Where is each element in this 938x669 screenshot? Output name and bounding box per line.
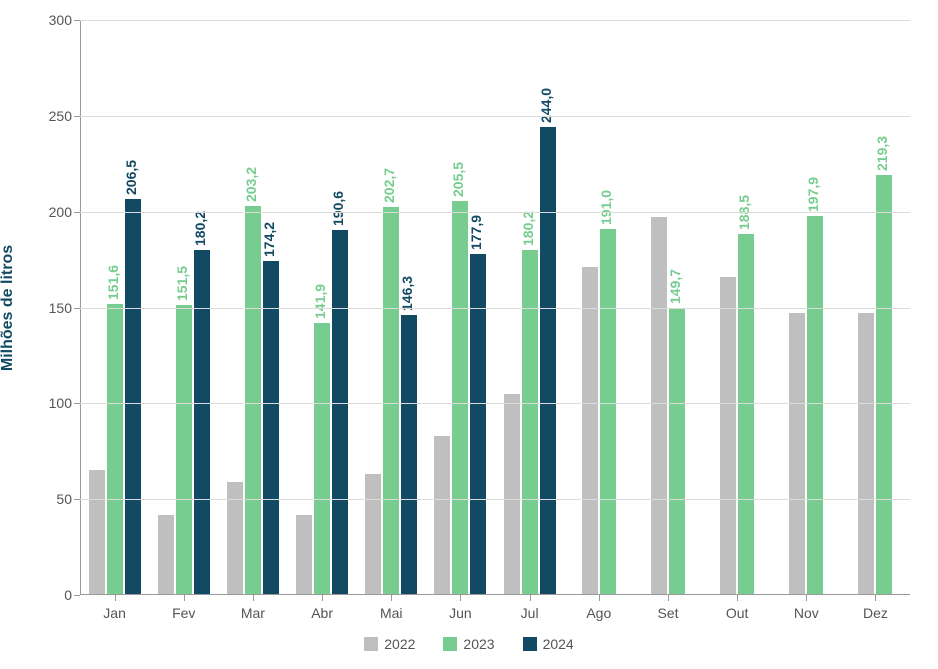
chart-container: Milhões de litros 151,6206,5Jan151,5180,…: [0, 0, 938, 669]
bar-value-label: 141,9: [312, 284, 328, 319]
legend-label: 2024: [543, 636, 574, 652]
x-tick-label: Jul: [521, 595, 539, 621]
bar: 219,3: [876, 175, 892, 595]
x-tick-label: Mai: [380, 595, 403, 621]
bar: [89, 470, 105, 595]
y-tick-label: 0: [64, 587, 80, 603]
x-tick-label: Ago: [586, 595, 611, 621]
x-tick-label: Out: [726, 595, 749, 621]
legend: 2022 2023 2024: [0, 636, 938, 652]
bar: [651, 217, 667, 595]
bar: 180,2: [522, 250, 538, 595]
x-tick-label: Jan: [103, 595, 126, 621]
bar: 177,9: [470, 254, 486, 595]
bar-value-label: 190,6: [330, 191, 346, 226]
legend-label: 2022: [384, 636, 415, 652]
bar: [296, 515, 312, 596]
grid-line: [80, 20, 910, 21]
bar-value-label: 206,5: [123, 160, 139, 195]
bar: 141,9: [314, 323, 330, 595]
y-tick-label: 50: [56, 491, 80, 507]
grid-line: [80, 308, 910, 309]
bar: 149,7: [669, 308, 685, 595]
bar: 202,7: [383, 207, 399, 596]
x-tick-label: Jun: [449, 595, 472, 621]
y-tick-label: 300: [49, 12, 80, 28]
x-tick-label: Set: [657, 595, 678, 621]
bar-value-label: 197,9: [805, 177, 821, 212]
bar: 151,6: [107, 304, 123, 595]
legend-swatch: [443, 637, 457, 651]
bar: [720, 277, 736, 595]
y-tick-label: 250: [49, 108, 80, 124]
month-group: 205,5177,9Jun: [426, 201, 495, 595]
bar-value-label: 174,2: [261, 222, 277, 257]
bar: 197,9: [807, 216, 823, 595]
month-group: 141,9190,6Abr: [288, 230, 357, 595]
bar-value-label: 146,3: [399, 276, 415, 311]
bar-value-label: 191,0: [598, 190, 614, 225]
bar-value-label: 203,2: [243, 167, 259, 202]
legend-item: 2024: [523, 636, 574, 652]
bar: 191,0: [600, 229, 616, 595]
month-group: 188,5Out: [703, 234, 772, 595]
x-tick-label: Dez: [863, 595, 888, 621]
legend-label: 2023: [463, 636, 494, 652]
bar-value-label: 205,5: [450, 162, 466, 197]
bar: [858, 313, 874, 595]
bar-value-label: 151,6: [105, 265, 121, 300]
bar: 244,0: [540, 127, 556, 595]
bar-value-label: 180,2: [520, 211, 536, 246]
bar-value-label: 180,2: [192, 211, 208, 246]
month-group: 191,0Ago: [564, 229, 633, 595]
bar: 151,5: [176, 305, 192, 595]
bar: [158, 515, 174, 596]
x-tick-label: Nov: [794, 595, 819, 621]
month-group: 151,5180,2Fev: [149, 250, 218, 595]
bar: 205,5: [452, 201, 468, 595]
x-tick-label: Abr: [311, 595, 333, 621]
month-group: 151,6206,5Jan: [80, 199, 149, 595]
bar: 174,2: [263, 261, 279, 595]
y-axis-label: Milhões de litros: [0, 244, 17, 370]
bar-value-label: 177,9: [468, 215, 484, 250]
month-group: 149,7Set: [633, 217, 702, 595]
bar: [789, 313, 805, 595]
bar: 206,5: [125, 199, 141, 595]
bar: [434, 436, 450, 595]
bar-value-label: 149,7: [667, 269, 683, 304]
bar: [365, 474, 381, 595]
plot-area: 151,6206,5Jan151,5180,2Fev203,2174,2Mar1…: [80, 20, 910, 595]
month-group: 219,3Dez: [841, 175, 910, 595]
legend-swatch: [523, 637, 537, 651]
y-tick-label: 100: [49, 395, 80, 411]
y-tick-label: 200: [49, 204, 80, 220]
legend-swatch: [364, 637, 378, 651]
month-group: 202,7146,3Mai: [357, 207, 426, 596]
grid-line: [80, 403, 910, 404]
x-tick-label: Mar: [241, 595, 265, 621]
month-group: 203,2174,2Mar: [218, 206, 287, 595]
y-tick-label: 150: [49, 300, 80, 316]
bar: [582, 267, 598, 595]
grid-line: [80, 499, 910, 500]
legend-item: 2022: [364, 636, 415, 652]
x-tick-label: Fev: [172, 595, 195, 621]
month-group: 197,9Nov: [772, 216, 841, 595]
month-group: 180,2244,0Jul: [495, 127, 564, 595]
grid-line: [80, 116, 910, 117]
bar: 180,2: [194, 250, 210, 595]
legend-item: 2023: [443, 636, 494, 652]
bar-value-label: 151,5: [174, 266, 190, 301]
bar: [504, 394, 520, 595]
x-axis-line: [80, 594, 910, 595]
bar: 190,6: [332, 230, 348, 595]
bar-value-label: 244,0: [538, 88, 554, 123]
bar: 146,3: [401, 315, 417, 595]
bar: 203,2: [245, 206, 261, 595]
grid-line: [80, 212, 910, 213]
bar-value-label: 202,7: [381, 167, 397, 202]
bar: 188,5: [738, 234, 754, 595]
bar-value-label: 219,3: [874, 136, 890, 171]
